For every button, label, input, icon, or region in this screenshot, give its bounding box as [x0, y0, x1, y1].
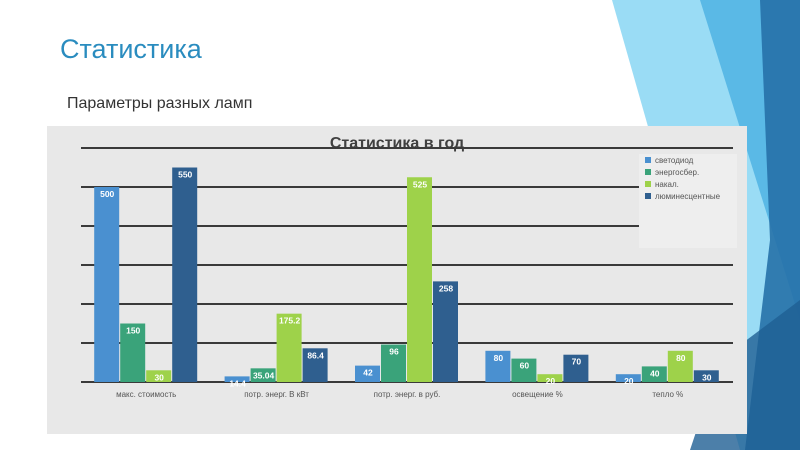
- x-tick-label: макс. стоимость: [116, 390, 176, 399]
- legend-swatch: [645, 181, 651, 187]
- bar: [693, 370, 719, 382]
- bar: [615, 374, 641, 382]
- data-label: 70: [572, 357, 582, 367]
- bar: [667, 350, 693, 382]
- data-label: 175.2: [279, 316, 301, 326]
- data-label: 20: [624, 376, 634, 386]
- data-label: 14.4: [229, 378, 246, 388]
- bar: [146, 370, 172, 382]
- bar: [172, 167, 198, 382]
- data-label: 96: [389, 347, 399, 357]
- bar: [563, 354, 589, 382]
- data-label: 20: [546, 376, 556, 386]
- data-label: 150: [126, 326, 140, 336]
- bar: [276, 313, 302, 382]
- data-label: 42: [363, 368, 373, 378]
- data-label: 86.4: [307, 350, 324, 360]
- bar: [485, 350, 511, 382]
- legend-label: энергосбер.: [655, 168, 699, 177]
- bar: [250, 368, 276, 382]
- data-label: 525: [413, 179, 427, 189]
- legend-label: люминесцентные: [655, 192, 721, 201]
- x-tick-label: освещение %: [512, 390, 563, 399]
- legend-swatch: [645, 193, 651, 199]
- bar: [120, 323, 146, 382]
- data-label: 30: [702, 372, 712, 382]
- data-label: 500: [100, 189, 114, 199]
- deco-dark-shape: [745, 0, 800, 450]
- legend-swatch: [645, 169, 651, 175]
- x-tick-label: тепло %: [652, 390, 683, 399]
- slide-title: Статистика: [60, 34, 202, 64]
- legend-label: накал.: [655, 180, 679, 189]
- bar: [433, 281, 458, 382]
- x-tick-label: потр. энерг. в руб.: [374, 390, 441, 399]
- x-tick-label: потр. энерг. В кВт: [244, 390, 309, 399]
- data-label: 258: [439, 283, 453, 293]
- data-label: 80: [676, 353, 686, 363]
- data-label: 80: [494, 353, 504, 363]
- bar-chart: Статистика в год 500 150 30 550 макс. стоимос…: [81, 135, 737, 399]
- data-label: 30: [154, 372, 164, 382]
- legend-swatch: [645, 157, 651, 163]
- data-label: 550: [178, 170, 192, 180]
- chart-title: Статистика в год: [330, 135, 464, 152]
- bar: [302, 348, 328, 382]
- bar: [94, 187, 120, 382]
- slide-subtitle: Параметры разных ламп: [67, 95, 253, 112]
- bar: [641, 366, 667, 382]
- bar: [381, 344, 406, 382]
- bar: [511, 358, 537, 382]
- data-label: 40: [650, 368, 660, 378]
- legend-label: светодиод: [655, 156, 694, 165]
- data-label: 35.04: [253, 370, 275, 380]
- legend-box: [639, 154, 737, 248]
- bar: [537, 374, 563, 382]
- data-label: 60: [520, 361, 530, 371]
- bar: [224, 376, 250, 382]
- bar: [355, 365, 380, 382]
- bar: [407, 177, 432, 382]
